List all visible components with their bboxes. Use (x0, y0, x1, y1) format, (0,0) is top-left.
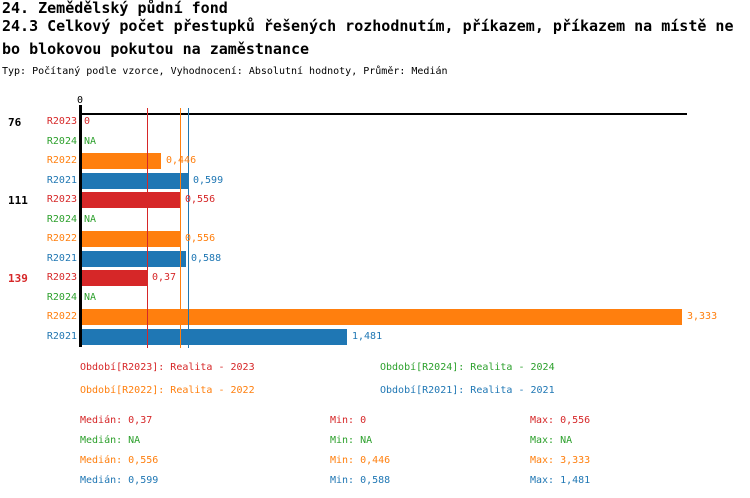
value-label: 0,556 (185, 233, 216, 244)
bar (82, 231, 180, 247)
value-label: NA (84, 291, 97, 303)
legend-item: Období[R2023]: Realita - 2023 (80, 362, 255, 373)
stat-min: Min: 0,446 (330, 455, 391, 466)
series-label: R2023 (46, 194, 77, 205)
series-label: R2022 (46, 311, 77, 322)
stat-min: Min: 0,588 (330, 475, 391, 486)
bar (82, 192, 180, 208)
median-line (188, 108, 189, 348)
value-label: 0,37 (152, 272, 177, 283)
page-subtitle-line2: bo blokovou pokutou na zaměstnance (2, 40, 310, 58)
stat-median: Medián: NA (80, 435, 141, 446)
stat-median: Medián: 0,599 (80, 475, 159, 486)
value-label: NA (84, 213, 97, 225)
x-axis-line (80, 113, 687, 115)
stat-min: Min: NA (330, 435, 373, 446)
series-label: R2022 (46, 155, 77, 166)
stat-median: Medián: 0,37 (80, 415, 153, 426)
value-label: 0,446 (166, 155, 197, 166)
stat-max: Max: NA (530, 435, 573, 446)
bar (82, 250, 186, 267)
value-label: NA (84, 135, 97, 147)
legend-item: Období[R2021]: Realita - 2021 (380, 385, 555, 396)
value-label: 3,333 (687, 311, 718, 322)
series-label: R2024 (46, 291, 77, 303)
value-label: 0,599 (193, 174, 224, 186)
series-label: R2023 (46, 272, 77, 283)
value-label: 1,481 (352, 330, 383, 342)
page-subtitle-line1: 24.3 Celkový počet přestupků řešených ro… (2, 17, 734, 35)
chart-legend: Období[R2023]: Realita - 2023 Období[R202… (80, 361, 555, 407)
series-label: R2023 (46, 116, 77, 127)
stat-max: Max: 3,333 (530, 455, 591, 466)
stat-min: Min: 0 (330, 415, 367, 426)
page-title: 24. Zemědělský půdní fond (2, 0, 228, 17)
group-label: 76 (8, 116, 22, 129)
legend-item: Období[R2022]: Realita - 2022 (80, 385, 255, 396)
bar (82, 153, 161, 169)
group-label: 139 (8, 272, 28, 285)
median-line (180, 108, 181, 348)
stat-max: Max: 1,481 (530, 475, 591, 486)
bar (82, 309, 682, 325)
chart-meta-info: Typ: Počítaný podle vzorce, Vyhodnocení:… (2, 66, 448, 77)
series-label: R2021 (46, 252, 77, 264)
chart-stats: Medián: 0,37 Min: 0 Max: 0,556 Medián: NA Mi… (80, 414, 590, 494)
stat-median: Medián: 0,556 (80, 455, 159, 466)
bar (82, 172, 188, 189)
series-label: R2024 (46, 213, 77, 225)
legend-item: Období[R2024]: Realita - 2024 (380, 362, 555, 373)
value-label: 0 (84, 116, 91, 127)
y-axis-line (79, 105, 82, 347)
value-label: 0,588 (191, 252, 222, 264)
value-label: 0,556 (185, 194, 216, 205)
group-label: 111 (8, 194, 28, 207)
bar (82, 270, 147, 286)
stat-max: Max: 0,556 (530, 415, 591, 426)
series-label: R2021 (46, 174, 77, 186)
series-label: R2022 (46, 233, 77, 244)
bar (82, 328, 347, 345)
median-line (147, 108, 148, 348)
x-axis-tick-zero: 0 (76, 95, 84, 106)
series-label: R2021 (46, 330, 77, 342)
series-label: R2024 (46, 135, 77, 147)
